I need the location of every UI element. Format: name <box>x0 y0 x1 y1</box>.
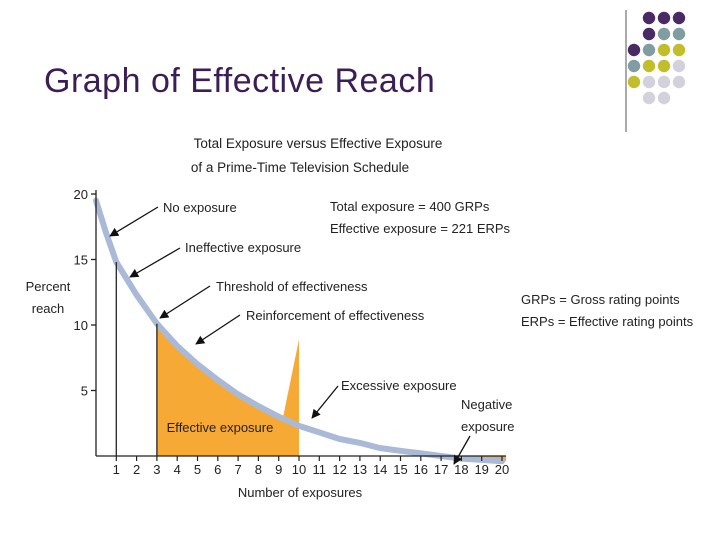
x-tick-label: 1 <box>113 462 120 477</box>
decorative-dot <box>657 27 671 41</box>
decorative-dot <box>657 59 671 73</box>
x-tick-label: 17 <box>434 462 448 477</box>
y-tick-label: 15 <box>74 253 88 268</box>
x-tick-label: 5 <box>194 462 201 477</box>
y-tick-label: 20 <box>74 187 88 202</box>
decorative-dot <box>642 75 656 89</box>
decorative-dot <box>672 75 686 89</box>
legend-erp: ERPs = Effective rating points <box>521 314 694 329</box>
x-tick-label: 10 <box>292 462 306 477</box>
y-tick-label: 10 <box>74 318 88 333</box>
y-axis-label-line-1: Percent <box>26 279 71 294</box>
ineffective-exposure-label: Ineffective exposure <box>185 240 301 255</box>
negative-label-line-2: exposure <box>461 419 514 434</box>
decorative-dot <box>657 75 671 89</box>
decorative-dot <box>657 11 671 25</box>
x-tick-label: 18 <box>454 462 468 477</box>
chart-subtitle: of a Prime-Time Television Schedule <box>191 160 409 175</box>
decorative-dot <box>627 59 641 73</box>
decorative-dot <box>627 75 641 89</box>
x-tick-label: 3 <box>153 462 160 477</box>
decorative-dot <box>672 59 686 73</box>
x-tick-label: 19 <box>474 462 488 477</box>
excessive-exposure-label: Excessive exposure <box>341 378 457 393</box>
total-exposure-label: Total exposure = 400 GRPs <box>330 199 490 214</box>
threshold-label: Threshold of effectiveness <box>216 279 368 294</box>
reach-curve-line <box>93 197 505 465</box>
x-tick-label: 2 <box>133 462 140 477</box>
reinforcement-label: Reinforcement of effectiveness <box>246 308 425 323</box>
decorative-dot <box>642 11 656 25</box>
decorative-dot-grid <box>625 10 686 132</box>
arrow-ineffective <box>129 247 181 278</box>
arrow-no-exposure <box>109 206 159 237</box>
x-tick-label: 7 <box>234 462 241 477</box>
x-tick-label: 4 <box>174 462 181 477</box>
curve-layer <box>93 197 505 465</box>
x-tick-label: 9 <box>275 462 282 477</box>
arrow-threshold <box>159 285 211 319</box>
decorative-dot <box>642 91 656 105</box>
decorative-dot <box>642 43 656 57</box>
chart-title: Total Exposure versus Effective Exposure <box>194 136 443 151</box>
x-tick-label: 16 <box>414 462 428 477</box>
decorative-dot <box>657 91 671 105</box>
x-tick-label: 11 <box>313 462 327 477</box>
legend-grp: GRPs = Gross rating points <box>521 292 680 307</box>
slide-title: Graph of Effective Reach <box>44 62 436 100</box>
x-tick-label: 13 <box>353 462 367 477</box>
decorative-dot <box>672 43 686 57</box>
decorative-dot <box>627 43 641 57</box>
y-axis-label-line-2: reach <box>32 301 65 316</box>
x-tick-label: 12 <box>332 462 346 477</box>
negative-label-line-1: Negative <box>461 397 512 412</box>
decorative-dot <box>642 27 656 41</box>
effective-exposure-label: Effective exposure <box>167 420 274 435</box>
x-tick-label: 6 <box>214 462 221 477</box>
decorative-dot <box>642 59 656 73</box>
x-tick-label: 14 <box>373 462 387 477</box>
y-tick-label: 5 <box>81 384 88 399</box>
arrow-negative <box>453 435 471 465</box>
no-exposure-label: No exposure <box>163 200 237 215</box>
x-tick-label: 15 <box>393 462 407 477</box>
effective-total-label: Effective exposure = 221 ERPs <box>330 221 511 236</box>
arrow-excessive <box>311 385 339 419</box>
decorative-dot <box>672 27 686 41</box>
arrow-reinforcement <box>195 314 241 345</box>
decorative-dot <box>657 43 671 57</box>
x-axis-label: Number of exposures <box>238 485 363 500</box>
x-tick-label: 20 <box>495 462 509 477</box>
decorative-dot <box>672 11 686 25</box>
x-tick-label: 8 <box>255 462 262 477</box>
